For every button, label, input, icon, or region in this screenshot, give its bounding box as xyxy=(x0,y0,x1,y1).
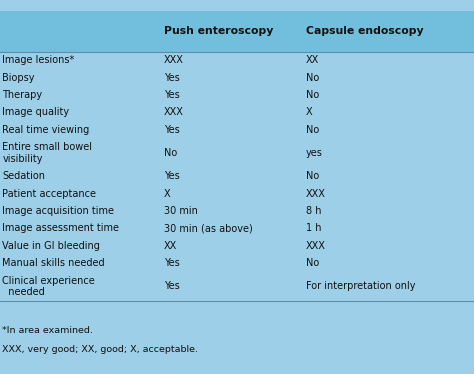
Text: XXX: XXX xyxy=(164,107,183,117)
Text: Therapy: Therapy xyxy=(2,90,43,100)
Text: No: No xyxy=(306,258,319,268)
Text: Yes: Yes xyxy=(164,258,179,268)
Text: Sedation: Sedation xyxy=(2,171,46,181)
Text: Real time viewing: Real time viewing xyxy=(2,125,90,135)
Text: 30 min (as above): 30 min (as above) xyxy=(164,223,252,233)
Text: XX: XX xyxy=(164,240,177,251)
Text: 1 h: 1 h xyxy=(306,223,321,233)
Text: No: No xyxy=(306,171,319,181)
Text: XX: XX xyxy=(306,55,319,65)
Text: No: No xyxy=(306,125,319,135)
Text: Image acquisition time: Image acquisition time xyxy=(2,206,114,216)
Text: Image lesions*: Image lesions* xyxy=(2,55,74,65)
Text: Image assessment time: Image assessment time xyxy=(2,223,119,233)
Text: No: No xyxy=(164,148,177,158)
Text: 8 h: 8 h xyxy=(306,206,321,216)
Text: Biopsy: Biopsy xyxy=(2,73,35,83)
Text: Yes: Yes xyxy=(164,125,179,135)
Text: XXX: XXX xyxy=(306,240,326,251)
Text: *In area examined.: *In area examined. xyxy=(2,327,93,335)
Text: XXX: XXX xyxy=(306,188,326,199)
Text: yes: yes xyxy=(306,148,323,158)
Text: X: X xyxy=(164,188,170,199)
Text: Patient acceptance: Patient acceptance xyxy=(2,188,96,199)
Text: Yes: Yes xyxy=(164,281,179,291)
Text: Capsule endoscopy: Capsule endoscopy xyxy=(306,27,423,36)
Text: For interpretation only: For interpretation only xyxy=(306,281,415,291)
Text: No: No xyxy=(306,90,319,100)
Text: Yes: Yes xyxy=(164,73,179,83)
Text: XXX, very good; XX, good; X, acceptable.: XXX, very good; XX, good; X, acceptable. xyxy=(2,345,199,354)
Text: Yes: Yes xyxy=(164,90,179,100)
Text: Value in GI bleeding: Value in GI bleeding xyxy=(2,240,100,251)
Text: XXX: XXX xyxy=(164,55,183,65)
Text: Image quality: Image quality xyxy=(2,107,70,117)
Text: Manual skills needed: Manual skills needed xyxy=(2,258,105,268)
Text: Push enteroscopy: Push enteroscopy xyxy=(164,27,273,36)
Text: Clinical experience
  needed: Clinical experience needed xyxy=(2,276,95,297)
Text: 30 min: 30 min xyxy=(164,206,197,216)
Text: Entire small bowel
visibility: Entire small bowel visibility xyxy=(2,142,92,164)
Text: Yes: Yes xyxy=(164,171,179,181)
Text: X: X xyxy=(306,107,312,117)
Text: No: No xyxy=(306,73,319,83)
Bar xyxy=(0,11,474,52)
